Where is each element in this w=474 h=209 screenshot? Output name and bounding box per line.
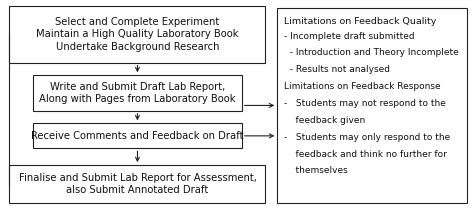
FancyBboxPatch shape	[277, 8, 467, 203]
Text: Finalise and Submit Lab Report for Assessment,
also Submit Annotated Draft: Finalise and Submit Lab Report for Asses…	[18, 172, 256, 195]
Text: Write and Submit Draft Lab Report,
Along with Pages from Laboratory Book: Write and Submit Draft Lab Report, Along…	[39, 82, 236, 104]
Text: themselves: themselves	[284, 166, 348, 175]
Text: feedback given: feedback given	[284, 116, 365, 125]
Text: Limitations on Feedback Response: Limitations on Feedback Response	[284, 82, 441, 91]
FancyBboxPatch shape	[33, 123, 242, 148]
FancyBboxPatch shape	[33, 75, 242, 111]
Text: Select and Complete Experiment
Maintain a High Quality Laboratory Book
Undertake: Select and Complete Experiment Maintain …	[36, 17, 239, 52]
Text: feedback and think no further for: feedback and think no further for	[284, 149, 447, 159]
Text: - Introduction and Theory Incomplete: - Introduction and Theory Incomplete	[284, 48, 459, 57]
Text: Receive Comments and Feedback on Draft: Receive Comments and Feedback on Draft	[31, 131, 244, 141]
Text: -   Students may not respond to the: - Students may not respond to the	[284, 99, 447, 108]
Text: - Results not analysed: - Results not analysed	[284, 65, 391, 74]
Text: -   Students may only respond to the: - Students may only respond to the	[284, 133, 451, 142]
Text: Limitations on Feedback Quality: Limitations on Feedback Quality	[284, 17, 437, 26]
FancyBboxPatch shape	[9, 6, 265, 63]
Text: - Incomplete draft submitted: - Incomplete draft submitted	[284, 32, 415, 41]
FancyBboxPatch shape	[9, 165, 265, 203]
